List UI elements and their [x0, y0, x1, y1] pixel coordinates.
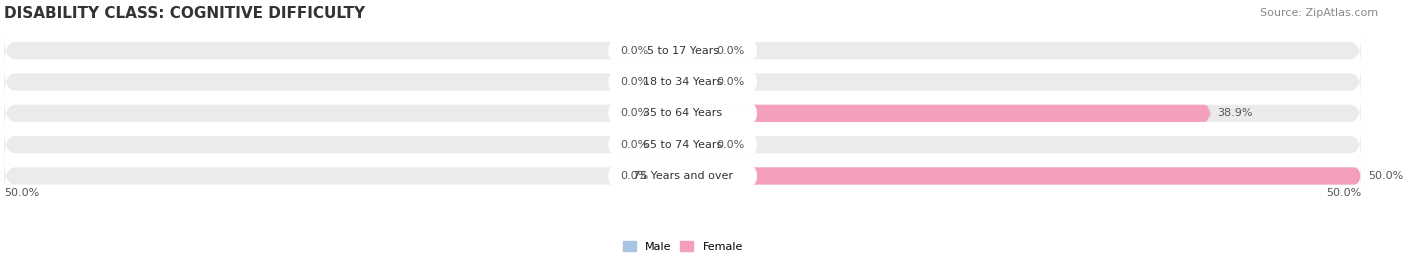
- Text: 50.0%: 50.0%: [1326, 188, 1361, 198]
- Text: 35 to 64 Years: 35 to 64 Years: [643, 108, 723, 118]
- Text: 0.0%: 0.0%: [717, 46, 745, 56]
- Text: 0.0%: 0.0%: [717, 77, 745, 87]
- FancyBboxPatch shape: [683, 73, 710, 91]
- FancyBboxPatch shape: [607, 135, 758, 154]
- Text: 75 Years and over: 75 Years and over: [633, 171, 733, 181]
- FancyBboxPatch shape: [607, 167, 758, 185]
- Text: Source: ZipAtlas.com: Source: ZipAtlas.com: [1260, 8, 1378, 18]
- FancyBboxPatch shape: [655, 42, 683, 59]
- Text: 50.0%: 50.0%: [1368, 171, 1403, 181]
- FancyBboxPatch shape: [683, 105, 1211, 122]
- FancyBboxPatch shape: [4, 160, 1361, 192]
- FancyBboxPatch shape: [683, 167, 710, 185]
- FancyBboxPatch shape: [4, 128, 1361, 161]
- FancyBboxPatch shape: [683, 105, 710, 122]
- FancyBboxPatch shape: [655, 73, 683, 91]
- FancyBboxPatch shape: [655, 167, 683, 185]
- Text: 0.0%: 0.0%: [620, 46, 648, 56]
- Text: 0.0%: 0.0%: [620, 140, 648, 150]
- Text: 0.0%: 0.0%: [620, 108, 648, 118]
- Text: DISABILITY CLASS: COGNITIVE DIFFICULTY: DISABILITY CLASS: COGNITIVE DIFFICULTY: [4, 6, 366, 21]
- FancyBboxPatch shape: [655, 136, 683, 153]
- FancyBboxPatch shape: [4, 34, 1361, 67]
- Text: 0.0%: 0.0%: [620, 171, 648, 181]
- FancyBboxPatch shape: [683, 167, 1361, 185]
- FancyBboxPatch shape: [683, 136, 710, 153]
- FancyBboxPatch shape: [683, 42, 710, 59]
- Text: 0.0%: 0.0%: [620, 77, 648, 87]
- Text: 0.0%: 0.0%: [717, 140, 745, 150]
- FancyBboxPatch shape: [607, 41, 758, 60]
- FancyBboxPatch shape: [4, 97, 1361, 130]
- Legend: Male, Female: Male, Female: [623, 241, 742, 252]
- Text: 65 to 74 Years: 65 to 74 Years: [643, 140, 723, 150]
- FancyBboxPatch shape: [4, 66, 1361, 98]
- Text: 5 to 17 Years: 5 to 17 Years: [647, 46, 718, 56]
- FancyBboxPatch shape: [655, 105, 683, 122]
- FancyBboxPatch shape: [607, 73, 758, 91]
- Text: 50.0%: 50.0%: [4, 188, 39, 198]
- FancyBboxPatch shape: [607, 104, 758, 123]
- Text: 18 to 34 Years: 18 to 34 Years: [643, 77, 723, 87]
- Text: 38.9%: 38.9%: [1218, 108, 1253, 118]
